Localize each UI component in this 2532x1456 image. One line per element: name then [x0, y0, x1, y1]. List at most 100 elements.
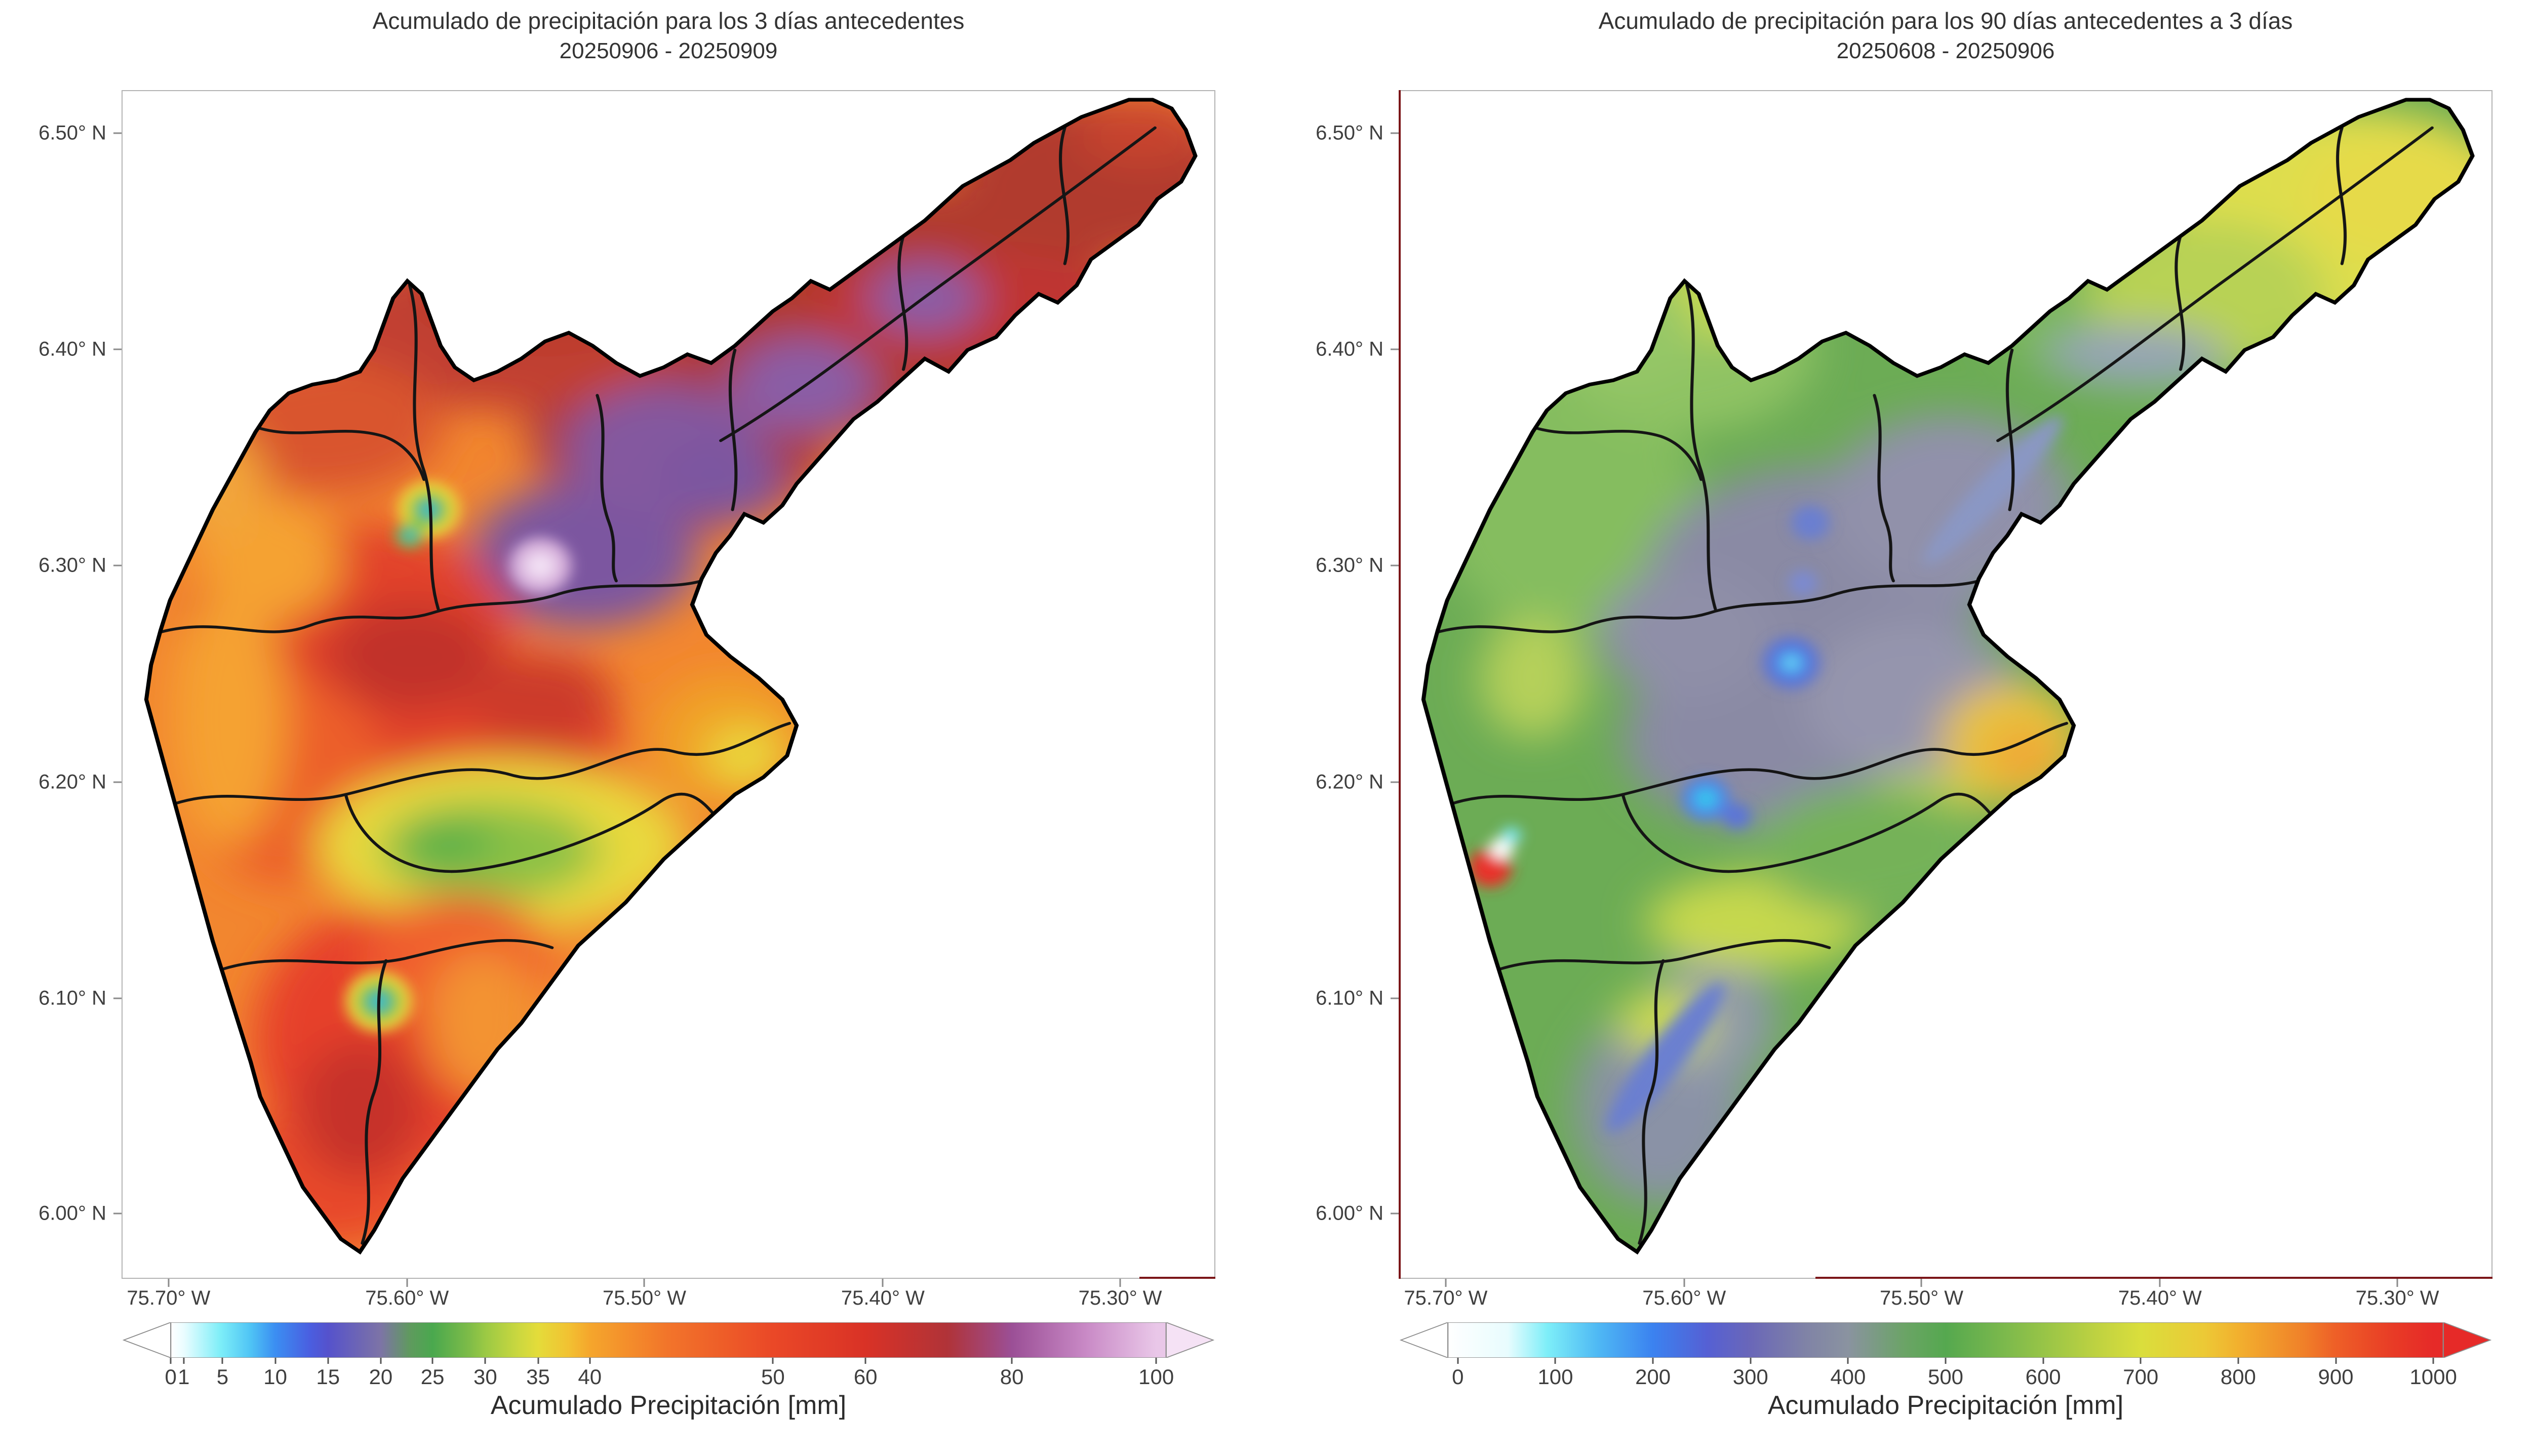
colorbar-tick-mark — [380, 1358, 382, 1364]
panel-date-range: 20250608 - 20250906 — [1836, 38, 2055, 63]
map-plot-3day — [122, 90, 1215, 1279]
colorbar-tick-mark — [221, 1358, 223, 1364]
colorbar-tick-label: 200 — [1635, 1365, 1671, 1389]
y-tick-label: 6.30° N — [38, 554, 106, 577]
colorbar-tick-label: 900 — [2318, 1365, 2354, 1389]
colorbar-tick-mark — [1011, 1358, 1013, 1364]
colorbar-tick-mark — [1847, 1358, 1849, 1364]
colorbar-tick-label: 25 — [420, 1365, 445, 1389]
y-tick-mark — [1391, 1212, 1399, 1215]
colorbar-tick-mark — [274, 1358, 276, 1364]
colorbar-tick-label: 60 — [853, 1365, 878, 1389]
y-tick-mark — [113, 348, 122, 350]
colorbar-ticks: 0 100 200 300 400 500 600 700 800 900 1000 — [1399, 1365, 2493, 1389]
y-tick-label: 6.40° N — [38, 338, 106, 360]
x-tick-label: 75.60° W — [365, 1287, 449, 1309]
y-tick-label: 6.30° N — [1316, 554, 1383, 577]
colorbar-tick-mark — [2432, 1358, 2434, 1364]
colorbar-tick-label: 500 — [1927, 1365, 1964, 1389]
subbasin-boundaries — [149, 126, 1157, 1245]
x-tick-label: 75.30° W — [2355, 1287, 2439, 1309]
colorbar-tickmarks — [122, 1358, 1215, 1364]
x-tick-mark — [882, 1279, 884, 1287]
colorbar-tick-label: 700 — [2123, 1365, 2159, 1389]
x-tick-mark — [1683, 1279, 1685, 1287]
map-plot-90day — [1399, 90, 2493, 1279]
x-tick-label: 75.50° W — [1879, 1287, 1963, 1309]
x-tick-mark — [2396, 1279, 2398, 1287]
y-axis-ticks: 6.50° N 6.40° N 6.30° N 6.20° N 6.10° N 6.00°… — [0, 90, 113, 1279]
x-tick-label: 75.70° W — [127, 1287, 211, 1309]
colorbar-tick-mark — [2237, 1358, 2239, 1364]
x-tick-mark — [1119, 1279, 1121, 1287]
colorbar-tick-mark — [1750, 1358, 1752, 1364]
colorbar-tick-label: 5 — [216, 1365, 229, 1389]
colorbar-tick-label: 15 — [316, 1365, 340, 1389]
x-axis-ticks: 75.70° W 75.60° W 75.50° W 75.40° W 75.30° W — [122, 1287, 1215, 1311]
y-tick-label: 6.10° N — [1316, 987, 1383, 1009]
y-tick-label: 6.00° N — [1316, 1202, 1383, 1225]
colorbar-tick-mark — [589, 1358, 591, 1364]
colorbar-bar — [170, 1322, 1167, 1358]
panel-3day: Acumulado de precipitación para los 3 dí… — [0, 8, 1215, 1420]
colorbar-tick-mark — [484, 1358, 486, 1364]
colorbar-under-arrow — [1399, 1322, 1449, 1358]
colorbar-over-arrow — [2442, 1322, 2492, 1358]
colorbar-tick-label: 1000 — [2409, 1365, 2457, 1389]
precip-map-3day — [123, 91, 1214, 1278]
colorbar-tick-label: 30 — [473, 1365, 497, 1389]
x-tick-label: 75.40° W — [2118, 1287, 2202, 1309]
y-tick-mark — [113, 132, 122, 134]
heatmap-field — [146, 100, 1196, 1252]
maroon-spine-segment — [1139, 1277, 1215, 1279]
y-tick-label: 6.20° N — [1316, 771, 1383, 793]
colorbar-tick-label: 0 — [165, 1365, 177, 1389]
y-tick-label: 6.20° N — [38, 771, 106, 793]
y-tick-label: 6.10° N — [38, 987, 106, 1009]
colorbar-tick-label: 100 — [1537, 1365, 1573, 1389]
y-tick-mark — [1391, 781, 1399, 783]
colorbar-caption: Acumulado Precipitación [mm] — [490, 1391, 847, 1420]
x-axis-ticks: 75.70° W 75.60° W 75.50° W 75.40° W 75.30° W — [1399, 1287, 2493, 1311]
colorbar-over-arrow — [1165, 1322, 1215, 1358]
colorbar-ticks: 0 1 5 10 15 20 25 30 35 40 50 60 80 100 — [122, 1365, 1215, 1389]
colorbar-tickmarks — [1399, 1358, 2493, 1364]
y-tick-mark — [113, 997, 122, 999]
x-tick-mark — [643, 1279, 645, 1287]
colorbar-tick-mark — [1155, 1358, 1157, 1364]
maroon-bottom-spine — [1815, 1277, 2493, 1279]
y-tick-label: 6.50° N — [38, 122, 106, 144]
colorbar-tick-label: 600 — [2025, 1365, 2061, 1389]
y-axis-tickmarks — [113, 90, 122, 1279]
x-axis-tickmarks — [1399, 1279, 2493, 1287]
colorbar-tick-mark — [1457, 1358, 1459, 1364]
colorbar-tick-label: 10 — [263, 1365, 287, 1389]
colorbar-90day — [1399, 1322, 2492, 1358]
y-tick-mark — [1391, 348, 1399, 350]
y-tick-label: 6.00° N — [38, 1202, 106, 1225]
y-tick-mark — [1391, 132, 1399, 134]
colorbar-tick-mark — [1652, 1358, 1654, 1364]
colorbar-tick-mark — [327, 1358, 329, 1364]
heatmap-spots — [1468, 415, 2063, 1133]
colorbar-tick-label: 800 — [2220, 1365, 2256, 1389]
x-tick-mark — [406, 1279, 408, 1287]
colorbar-tick-mark — [772, 1358, 774, 1364]
maroon-left-spine — [1399, 90, 1401, 1279]
colorbar-tick-label: 50 — [761, 1365, 785, 1389]
panel-90day: Acumulado de precipitación para los 90 d… — [1277, 0, 2532, 1456]
colorbar-tick-mark — [1554, 1358, 1556, 1364]
colorbar-tick-label: 80 — [1000, 1365, 1024, 1389]
colorbar-tick-label: 0 — [1452, 1365, 1464, 1389]
colorbar-tick-label: 35 — [526, 1365, 550, 1389]
colorbar-tick-label: 40 — [578, 1365, 602, 1389]
subbasin-boundaries — [1427, 126, 2434, 1245]
colorbar-tick-mark — [2335, 1358, 2337, 1364]
x-tick-mark — [1920, 1279, 1922, 1287]
colorbar-tick-mark — [537, 1358, 539, 1364]
x-tick-label: 75.50° W — [602, 1287, 686, 1309]
precip-map-90day — [1400, 91, 2491, 1278]
y-tick-mark — [113, 1212, 122, 1215]
y-tick-mark — [113, 564, 122, 567]
